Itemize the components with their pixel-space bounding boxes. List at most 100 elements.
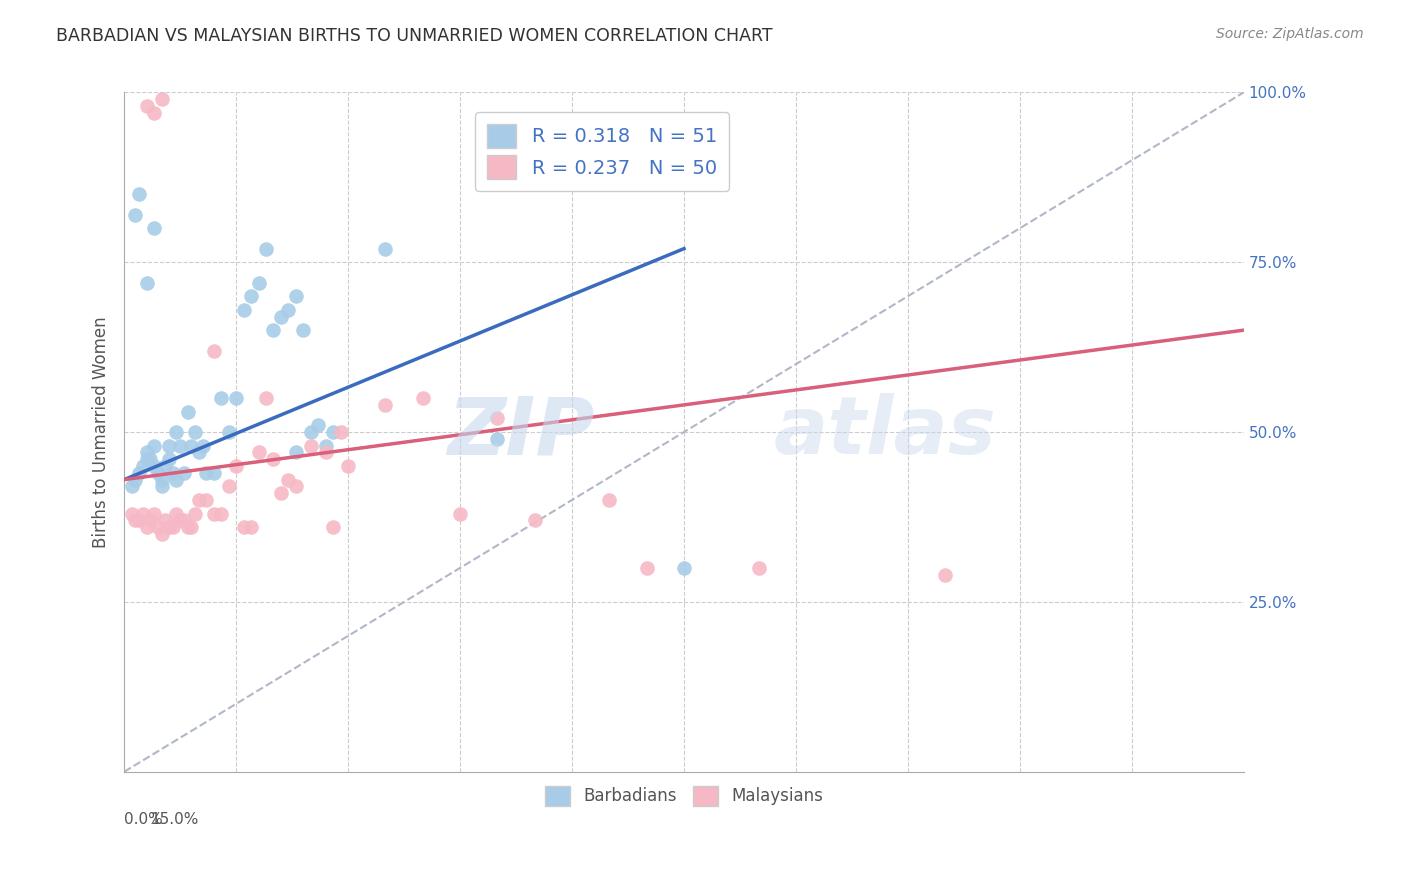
Point: [263, 323, 285, 337]
Point: [146, 520, 169, 534]
Point: [195, 466, 218, 480]
Point: [162, 520, 184, 534]
Point: [143, 439, 166, 453]
Point: [218, 425, 240, 439]
Legend: Barbadians, Malaysians: Barbadians, Malaysians: [536, 777, 832, 814]
Point: [292, 323, 315, 337]
Point: [486, 432, 509, 446]
Point: [166, 425, 188, 439]
Point: [299, 439, 322, 453]
Point: [143, 458, 166, 473]
Point: [284, 289, 307, 303]
Point: [166, 473, 188, 487]
Point: [150, 473, 173, 487]
Point: [247, 445, 270, 459]
Y-axis label: Births to Unmarried Women: Births to Unmarried Women: [93, 317, 110, 548]
Point: [232, 302, 254, 317]
Point: [195, 493, 218, 508]
Point: [157, 452, 180, 467]
Point: [299, 425, 322, 439]
Point: [124, 208, 146, 222]
Point: [598, 493, 620, 508]
Point: [184, 507, 207, 521]
Point: [337, 458, 360, 473]
Point: [166, 507, 188, 521]
Point: [157, 439, 180, 453]
Point: [187, 445, 209, 459]
Point: [135, 276, 157, 290]
Point: [225, 458, 247, 473]
Point: [218, 479, 240, 493]
Point: [374, 398, 396, 412]
Point: [254, 242, 277, 256]
Point: [209, 507, 232, 521]
Point: [225, 391, 247, 405]
Point: [128, 513, 150, 527]
Point: [135, 99, 157, 113]
Point: [169, 513, 191, 527]
Point: [135, 452, 157, 467]
Point: [934, 567, 956, 582]
Point: [307, 418, 329, 433]
Point: [191, 439, 214, 453]
Point: [322, 425, 344, 439]
Point: [315, 445, 337, 459]
Point: [180, 439, 202, 453]
Point: [412, 391, 434, 405]
Point: [232, 520, 254, 534]
Point: [247, 276, 270, 290]
Point: [315, 439, 337, 453]
Point: [150, 527, 173, 541]
Point: [173, 513, 195, 527]
Point: [143, 105, 166, 120]
Point: [184, 425, 207, 439]
Point: [187, 493, 209, 508]
Point: [748, 561, 770, 575]
Text: Source: ZipAtlas.com: Source: ZipAtlas.com: [1216, 27, 1364, 41]
Point: [132, 507, 155, 521]
Point: [202, 507, 225, 521]
Point: [155, 513, 177, 527]
Point: [124, 473, 146, 487]
Point: [121, 507, 143, 521]
Point: [329, 425, 352, 439]
Point: [157, 520, 180, 534]
Point: [176, 405, 198, 419]
Text: ZIP: ZIP: [447, 393, 595, 471]
Point: [128, 187, 150, 202]
Point: [486, 411, 509, 425]
Point: [139, 513, 162, 527]
Point: [277, 302, 299, 317]
Point: [146, 466, 169, 480]
Text: 0.0%: 0.0%: [124, 813, 163, 828]
Point: [143, 221, 166, 235]
Point: [240, 520, 263, 534]
Point: [143, 507, 166, 521]
Point: [209, 391, 232, 405]
Point: [135, 520, 157, 534]
Point: [202, 343, 225, 358]
Point: [169, 439, 191, 453]
Point: [636, 561, 658, 575]
Point: [121, 479, 143, 493]
Point: [202, 466, 225, 480]
Point: [150, 92, 173, 106]
Point: [162, 466, 184, 480]
Point: [254, 391, 277, 405]
Text: atlas: atlas: [773, 393, 997, 471]
Point: [135, 445, 157, 459]
Point: [139, 452, 162, 467]
Point: [128, 466, 150, 480]
Point: [523, 513, 546, 527]
Point: [449, 507, 471, 521]
Point: [240, 289, 263, 303]
Point: [132, 458, 155, 473]
Point: [322, 520, 344, 534]
Point: [124, 513, 146, 527]
Point: [180, 520, 202, 534]
Point: [176, 520, 198, 534]
Text: BARBADIAN VS MALAYSIAN BIRTHS TO UNMARRIED WOMEN CORRELATION CHART: BARBADIAN VS MALAYSIAN BIRTHS TO UNMARRI…: [56, 27, 773, 45]
Point: [173, 466, 195, 480]
Point: [263, 452, 285, 467]
Point: [374, 242, 396, 256]
